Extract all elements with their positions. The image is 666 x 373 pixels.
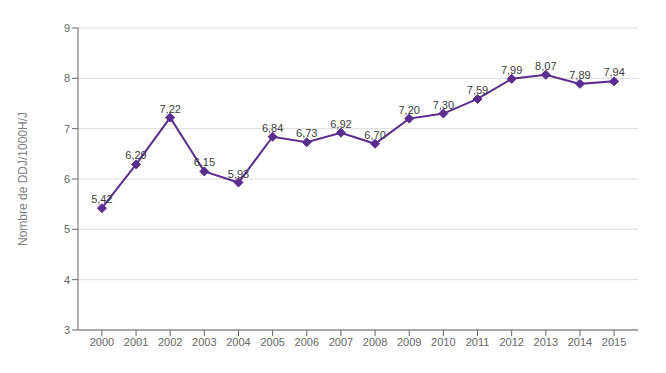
svg-text:2001: 2001	[124, 336, 148, 348]
svg-text:7,94: 7,94	[603, 66, 624, 78]
svg-text:2011: 2011	[466, 336, 490, 348]
svg-text:2002: 2002	[158, 336, 182, 348]
svg-text:2000: 2000	[90, 336, 114, 348]
svg-text:7,89: 7,89	[569, 69, 590, 81]
svg-text:2006: 2006	[295, 336, 319, 348]
svg-text:5,93: 5,93	[228, 168, 249, 180]
svg-text:6: 6	[64, 173, 70, 185]
svg-text:7,59: 7,59	[467, 84, 488, 96]
svg-text:2014: 2014	[568, 336, 592, 348]
svg-text:7: 7	[64, 123, 70, 135]
svg-text:Nombre de DDJ/1000H/J: Nombre de DDJ/1000H/J	[16, 112, 30, 246]
svg-text:9: 9	[64, 22, 70, 34]
svg-text:7,20: 7,20	[399, 104, 420, 116]
svg-text:6,70: 6,70	[364, 129, 385, 141]
svg-text:7,30: 7,30	[433, 99, 454, 111]
svg-text:2008: 2008	[363, 336, 387, 348]
svg-text:2003: 2003	[192, 336, 216, 348]
svg-text:2010: 2010	[431, 336, 455, 348]
svg-text:2007: 2007	[329, 336, 353, 348]
svg-text:7,99: 7,99	[501, 64, 522, 76]
svg-text:6,29: 6,29	[125, 149, 146, 161]
svg-text:8,07: 8,07	[535, 60, 556, 72]
svg-text:8: 8	[64, 72, 70, 84]
svg-text:6,92: 6,92	[330, 118, 351, 130]
svg-text:6,15: 6,15	[194, 156, 215, 168]
svg-text:5: 5	[64, 223, 70, 235]
svg-text:6,73: 6,73	[296, 127, 317, 139]
svg-text:2012: 2012	[499, 336, 523, 348]
svg-text:2009: 2009	[397, 336, 421, 348]
svg-text:2004: 2004	[226, 336, 250, 348]
svg-text:6,84: 6,84	[262, 122, 283, 134]
svg-text:4: 4	[64, 274, 70, 286]
svg-text:2015: 2015	[602, 336, 626, 348]
svg-text:3: 3	[64, 324, 70, 336]
svg-text:5,42: 5,42	[91, 193, 112, 205]
svg-text:7,22: 7,22	[159, 103, 180, 115]
svg-text:2005: 2005	[260, 336, 284, 348]
svg-text:2013: 2013	[534, 336, 558, 348]
